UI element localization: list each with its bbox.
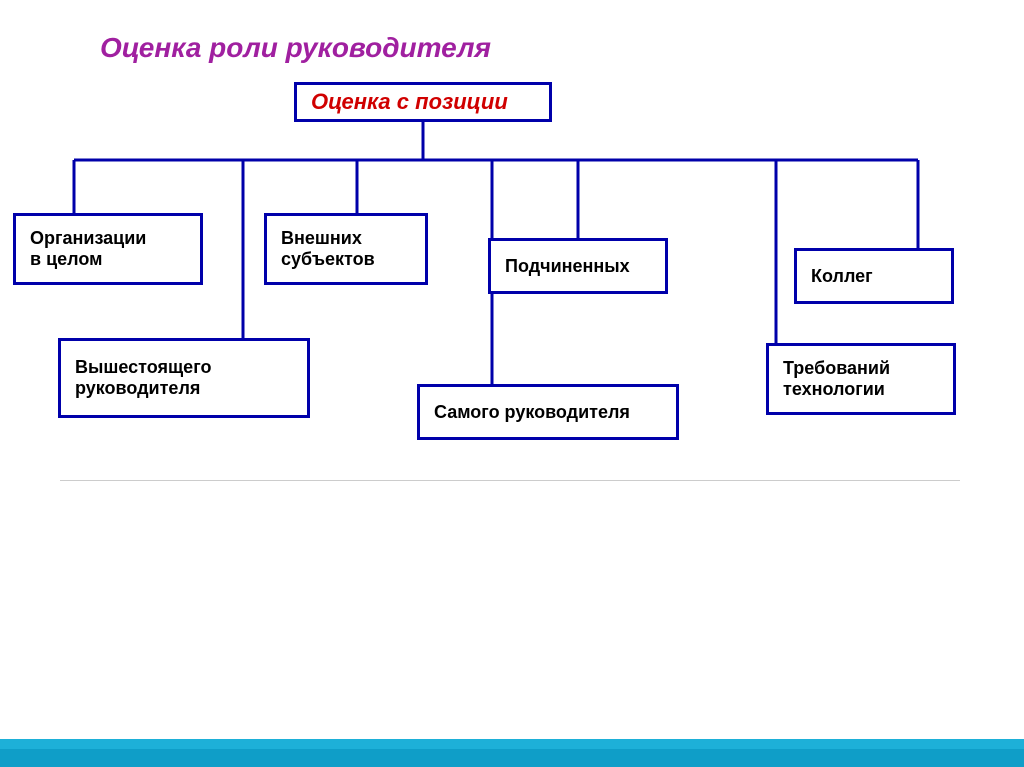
node-label-line1: Требований xyxy=(783,358,939,379)
root-node: Оценка с позиции xyxy=(294,82,552,122)
node-tech: Требованийтехнологии xyxy=(766,343,956,415)
node-sub: Подчиненных xyxy=(488,238,668,294)
root-node-label: Оценка с позиции xyxy=(311,89,508,115)
node-org: Организации в целом xyxy=(13,213,203,285)
divider-line xyxy=(60,480,960,481)
node-label-line2: в целом xyxy=(30,249,186,270)
node-super: Вышестоящегоруководителя xyxy=(58,338,310,418)
node-label-line1: Коллег xyxy=(811,266,937,287)
node-label-line1: Внешних xyxy=(281,228,411,249)
node-label-line1: Вышестоящего xyxy=(75,357,293,378)
footer-bar-accent xyxy=(0,749,1024,767)
node-label-line1: Подчиненных xyxy=(505,256,651,277)
node-label-line2: субъектов xyxy=(281,249,411,270)
node-label-line2: технологии xyxy=(783,379,939,400)
node-label-line1: Организации xyxy=(30,228,186,249)
node-ext: Внешнихсубъектов xyxy=(264,213,428,285)
node-col: Коллег xyxy=(794,248,954,304)
node-self: Самого руководителя xyxy=(417,384,679,440)
slide-title: Оценка роли руководителя xyxy=(100,32,491,64)
node-label-line1: Самого руководителя xyxy=(434,402,662,423)
node-label-line2: руководителя xyxy=(75,378,293,399)
